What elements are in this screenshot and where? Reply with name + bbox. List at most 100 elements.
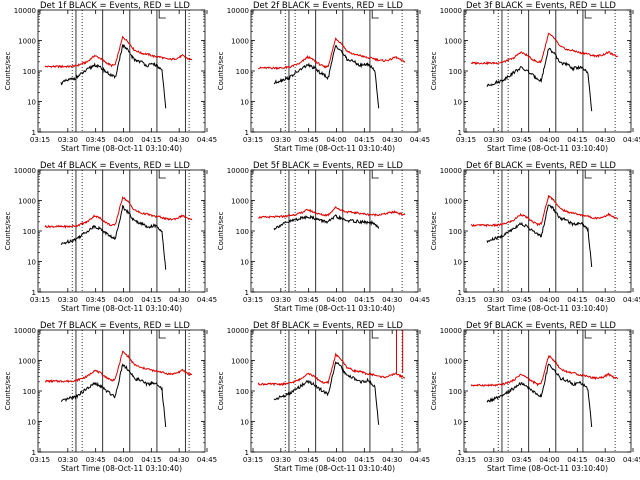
x-tick-label: 03:30 bbox=[484, 456, 504, 464]
x-tick-label: 04:00 bbox=[113, 136, 133, 144]
events-series-line bbox=[486, 47, 593, 112]
detector-chart: Det 2f BLACK = Events, RED = LLD 1 10 100 10… bbox=[217, 1, 430, 153]
panel-title: Det 9f BLACK = Events, RED = LLD bbox=[466, 321, 616, 331]
interval-bracket bbox=[584, 170, 592, 179]
panel-title: Det 5f BLACK = Events, RED = LLD bbox=[253, 161, 403, 171]
y-tick-label: 10000 bbox=[440, 327, 462, 335]
y-tick-label: 1000 bbox=[444, 38, 462, 46]
y-tick-label: 10000 bbox=[227, 167, 249, 175]
y-tick-label: 10 bbox=[27, 419, 36, 427]
y-tick-label: 10 bbox=[453, 259, 462, 267]
x-tick-label: 04:15 bbox=[567, 456, 587, 464]
x-tick-label: 03:30 bbox=[271, 296, 291, 304]
events-series-line bbox=[273, 45, 380, 109]
interval-bracket bbox=[158, 330, 166, 339]
y-tick-label: 10000 bbox=[14, 327, 36, 335]
y-tick-label: 1000 bbox=[18, 38, 36, 46]
y-tick-label: 100 bbox=[23, 228, 36, 236]
y-axis-label: Counts/sec bbox=[217, 372, 225, 411]
y-tick-label: 1 bbox=[32, 129, 36, 137]
panel-title: Det 4f BLACK = Events, RED = LLD bbox=[40, 161, 190, 171]
detector-panel: Det 6f BLACK = Events, RED = LLD 1 10 100 10… bbox=[426, 160, 640, 320]
x-tick-label: 04:30 bbox=[169, 296, 189, 304]
x-tick-label: 03:45 bbox=[86, 136, 106, 144]
plot-frame bbox=[37, 169, 206, 293]
detector-chart: Det 5f BLACK = Events, RED = LLD 1 10 100 10… bbox=[217, 161, 430, 313]
y-tick-label: 10000 bbox=[14, 167, 36, 175]
x-tick-label: 03:45 bbox=[299, 296, 319, 304]
x-tick-label: 03:30 bbox=[271, 456, 291, 464]
plot-frame bbox=[463, 9, 632, 133]
lld-series-line bbox=[45, 350, 192, 384]
x-tick-label: 03:30 bbox=[58, 456, 78, 464]
y-tick-label: 100 bbox=[236, 388, 249, 396]
detector-chart: Det 9f BLACK = Events, RED = LLD 1 10 100 10… bbox=[430, 321, 640, 473]
x-axis-label: Start Time (08-Oct-11 03:10:40) bbox=[61, 304, 182, 313]
x-tick-label: 04:00 bbox=[326, 456, 346, 464]
lld-series-line bbox=[257, 206, 406, 219]
y-tick-label: 1 bbox=[458, 449, 462, 457]
y-axis-label: Counts/sec bbox=[430, 52, 438, 91]
x-tick-label: 04:15 bbox=[354, 296, 374, 304]
x-tick-label: 04:00 bbox=[539, 296, 559, 304]
x-tick-label: 04:30 bbox=[382, 136, 402, 144]
y-tick-label: 1000 bbox=[231, 358, 249, 366]
y-tick-label: 1000 bbox=[444, 358, 462, 366]
panel-title: Det 7f BLACK = Events, RED = LLD bbox=[40, 321, 190, 331]
y-tick-label: 10 bbox=[27, 99, 36, 107]
detector-chart: Det 4f BLACK = Events, RED = LLD 1 10 100 10… bbox=[4, 161, 217, 313]
x-tick-label: 03:45 bbox=[512, 456, 532, 464]
y-tick-label: 1000 bbox=[18, 198, 36, 206]
x-axis-label: Start Time (08-Oct-11 03:10:40) bbox=[274, 144, 395, 153]
x-tick-label: 03:30 bbox=[484, 136, 504, 144]
panel-title: Det 1f BLACK = Events, RED = LLD bbox=[40, 1, 190, 11]
y-tick-label: 1 bbox=[245, 449, 249, 457]
x-tick-label: 03:45 bbox=[512, 296, 532, 304]
y-tick-label: 1 bbox=[245, 129, 249, 137]
detector-panel: Det 9f BLACK = Events, RED = LLD 1 10 100 10… bbox=[426, 320, 640, 480]
lld-series-line bbox=[44, 35, 193, 69]
x-tick-label: 04:00 bbox=[539, 136, 559, 144]
x-tick-label: 04:45 bbox=[197, 136, 217, 144]
detector-chart: Det 1f BLACK = Events, RED = LLD 1 10 100 10… bbox=[4, 1, 217, 153]
x-tick-label: 03:15 bbox=[456, 296, 476, 304]
x-tick-label: 04:15 bbox=[354, 136, 374, 144]
y-axis-label: Counts/sec bbox=[4, 212, 12, 251]
y-tick-label: 1000 bbox=[444, 198, 462, 206]
y-tick-label: 100 bbox=[449, 228, 462, 236]
x-tick-label: 04:45 bbox=[623, 136, 640, 144]
x-tick-label: 03:30 bbox=[58, 136, 78, 144]
x-tick-label: 03:15 bbox=[456, 456, 476, 464]
y-axis-label: Counts/sec bbox=[4, 372, 12, 411]
x-tick-label: 03:15 bbox=[30, 296, 50, 304]
x-tick-label: 04:45 bbox=[623, 296, 640, 304]
x-tick-label: 03:15 bbox=[243, 296, 263, 304]
detector-chart: Det 8f BLACK = Events, RED = LLD 1 10 100 10… bbox=[217, 321, 430, 473]
x-axis-label: Start Time (08-Oct-11 03:10:40) bbox=[61, 144, 182, 153]
x-axis-label: Start Time (08-Oct-11 03:10:40) bbox=[274, 304, 395, 313]
x-tick-label: 03:45 bbox=[299, 136, 319, 144]
detector-panel: Det 2f BLACK = Events, RED = LLD 1 10 100 10… bbox=[213, 0, 430, 160]
x-tick-label: 03:45 bbox=[512, 136, 532, 144]
x-tick-label: 04:30 bbox=[169, 136, 189, 144]
plot-frame bbox=[250, 9, 419, 133]
x-tick-label: 04:30 bbox=[595, 456, 615, 464]
x-tick-label: 04:30 bbox=[382, 456, 402, 464]
detector-panel: Det 1f BLACK = Events, RED = LLD 1 10 100 10… bbox=[0, 0, 217, 160]
x-tick-label: 03:15 bbox=[30, 136, 50, 144]
y-tick-label: 10000 bbox=[227, 7, 249, 15]
y-axis-label: Counts/sec bbox=[430, 372, 438, 411]
x-axis-label: Start Time (08-Oct-11 03:10:40) bbox=[487, 464, 608, 473]
x-tick-label: 04:00 bbox=[326, 136, 346, 144]
y-axis-label: Counts/sec bbox=[217, 212, 225, 251]
x-tick-label: 03:45 bbox=[299, 456, 319, 464]
detector-panel: Det 3f BLACK = Events, RED = LLD 1 10 100 10… bbox=[426, 0, 640, 160]
x-tick-label: 03:15 bbox=[30, 456, 50, 464]
x-tick-label: 04:15 bbox=[141, 456, 161, 464]
y-tick-label: 1 bbox=[458, 289, 462, 297]
x-tick-label: 04:45 bbox=[197, 456, 217, 464]
y-tick-label: 10 bbox=[240, 99, 249, 107]
x-tick-label: 04:45 bbox=[410, 296, 430, 304]
y-axis-label: Counts/sec bbox=[4, 52, 12, 91]
x-tick-label: 03:30 bbox=[271, 136, 291, 144]
